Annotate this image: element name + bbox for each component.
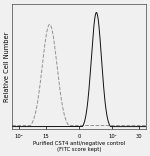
Y-axis label: Relative Cell Number: Relative Cell Number xyxy=(4,32,10,102)
X-axis label: Purified CST4 anti/negative control
(FITC score kept): Purified CST4 anti/negative control (FIT… xyxy=(33,141,125,152)
